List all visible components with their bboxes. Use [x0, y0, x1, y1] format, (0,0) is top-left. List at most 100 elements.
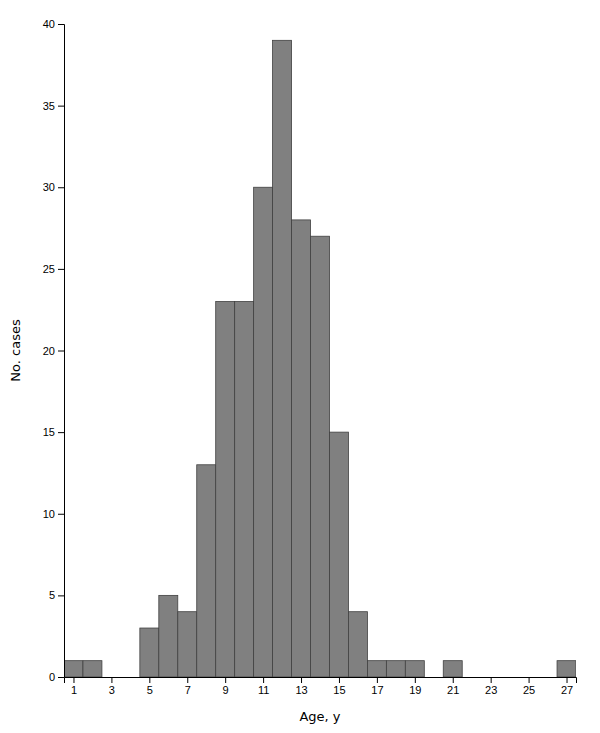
- tick: 27: [561, 677, 573, 696]
- tick: 11: [258, 677, 269, 696]
- tick-mark: [301, 677, 302, 683]
- tick-label: 1: [71, 684, 77, 696]
- bar: [83, 661, 102, 677]
- tick: 17: [371, 677, 383, 696]
- tick-mark: [58, 595, 64, 596]
- y-axis: 0 5 10 15 20 25 30 35 40: [43, 18, 65, 683]
- y-axis-title: No. cases: [8, 319, 23, 382]
- bar: [102, 677, 121, 678]
- tick-mark: [225, 677, 226, 683]
- x-axis: 13579111315171921232527: [65, 677, 577, 696]
- tick: 21: [447, 677, 459, 696]
- tick-mark: [58, 677, 64, 678]
- bar: [367, 661, 386, 677]
- tick: 15: [333, 677, 345, 696]
- x-axis-title: Age, y: [299, 709, 340, 724]
- tick-label: 25: [43, 263, 55, 275]
- bar: [273, 40, 292, 677]
- tick: 19: [409, 677, 421, 696]
- bar: [216, 302, 235, 677]
- bar: [329, 432, 348, 677]
- bar: [386, 661, 405, 677]
- bar: [121, 677, 140, 678]
- tick-label: 5: [147, 684, 153, 696]
- tick-mark: [529, 677, 530, 683]
- tick-label: 9: [223, 684, 229, 696]
- tick-label: 15: [333, 684, 345, 696]
- tick-label: 40: [43, 18, 55, 30]
- bar: [519, 677, 538, 678]
- bar: [311, 236, 330, 677]
- tick-mark: [58, 106, 64, 107]
- bar: [140, 628, 159, 677]
- bar: [462, 677, 481, 678]
- tick-label: 35: [43, 100, 55, 112]
- tick-mark: [415, 677, 416, 683]
- tick: 5: [147, 677, 153, 696]
- tick-mark: [111, 677, 112, 683]
- tick-mark: [567, 677, 568, 683]
- tick: 1: [71, 677, 77, 696]
- tick-mark: [58, 24, 64, 25]
- tick: 25: [43, 263, 64, 275]
- bar: [538, 677, 557, 678]
- tick-label: 0: [49, 671, 55, 683]
- tick: 9: [223, 677, 229, 696]
- bar: [197, 465, 216, 677]
- tick-label: 15: [43, 426, 55, 438]
- tick-label: 13: [295, 684, 307, 696]
- tick-label: 21: [447, 684, 459, 696]
- tick-mark: [58, 187, 64, 188]
- tick-mark: [339, 677, 340, 683]
- bar: [292, 220, 311, 677]
- axis-line: [65, 678, 577, 684]
- tick-mark: [377, 677, 378, 683]
- bar: [443, 661, 462, 677]
- tick: 13: [295, 677, 307, 696]
- tick-label: 3: [109, 684, 115, 696]
- tick-label: 17: [371, 684, 383, 696]
- tick-mark: [73, 677, 74, 683]
- axis-line: [58, 25, 65, 678]
- plot: 135791113151719212325270510152025303540A…: [8, 18, 577, 724]
- bar: [500, 677, 519, 678]
- tick: 40: [43, 18, 64, 30]
- tick: 0: [49, 671, 64, 683]
- tick: 30: [43, 181, 64, 193]
- tick-mark: [491, 677, 492, 683]
- tick-mark: [58, 514, 64, 515]
- bar: [424, 677, 443, 678]
- bar: [405, 661, 424, 677]
- tick-mark: [263, 677, 264, 683]
- tick-label: 25: [523, 684, 535, 696]
- tick-label: 27: [561, 684, 573, 696]
- tick: 5: [49, 589, 64, 601]
- chart: 135791113151719212325270510152025303540A…: [0, 0, 600, 733]
- tick-label: 7: [185, 684, 191, 696]
- tick-label: 19: [409, 684, 421, 696]
- tick: 10: [43, 508, 64, 520]
- bar: [348, 612, 367, 677]
- bar: [64, 661, 83, 677]
- tick-mark: [453, 677, 454, 683]
- bar: [159, 595, 178, 677]
- tick: 7: [185, 677, 191, 696]
- tick-mark: [58, 351, 64, 352]
- tick: 25: [523, 677, 535, 696]
- tick-mark: [149, 677, 150, 683]
- tick-label: 20: [43, 345, 55, 357]
- tick: 3: [109, 677, 115, 696]
- tick-label: 11: [258, 684, 269, 696]
- tick: 23: [485, 677, 497, 696]
- tick-mark: [58, 432, 64, 433]
- bar: [481, 677, 500, 678]
- tick-mark: [187, 677, 188, 683]
- bar: [235, 302, 254, 677]
- tick: 15: [43, 426, 64, 438]
- tick-label: 10: [43, 508, 55, 520]
- tick-mark: [58, 269, 64, 270]
- bars: [64, 40, 576, 677]
- tick: 35: [43, 100, 64, 112]
- tick: 20: [43, 345, 64, 357]
- bar: [178, 612, 197, 677]
